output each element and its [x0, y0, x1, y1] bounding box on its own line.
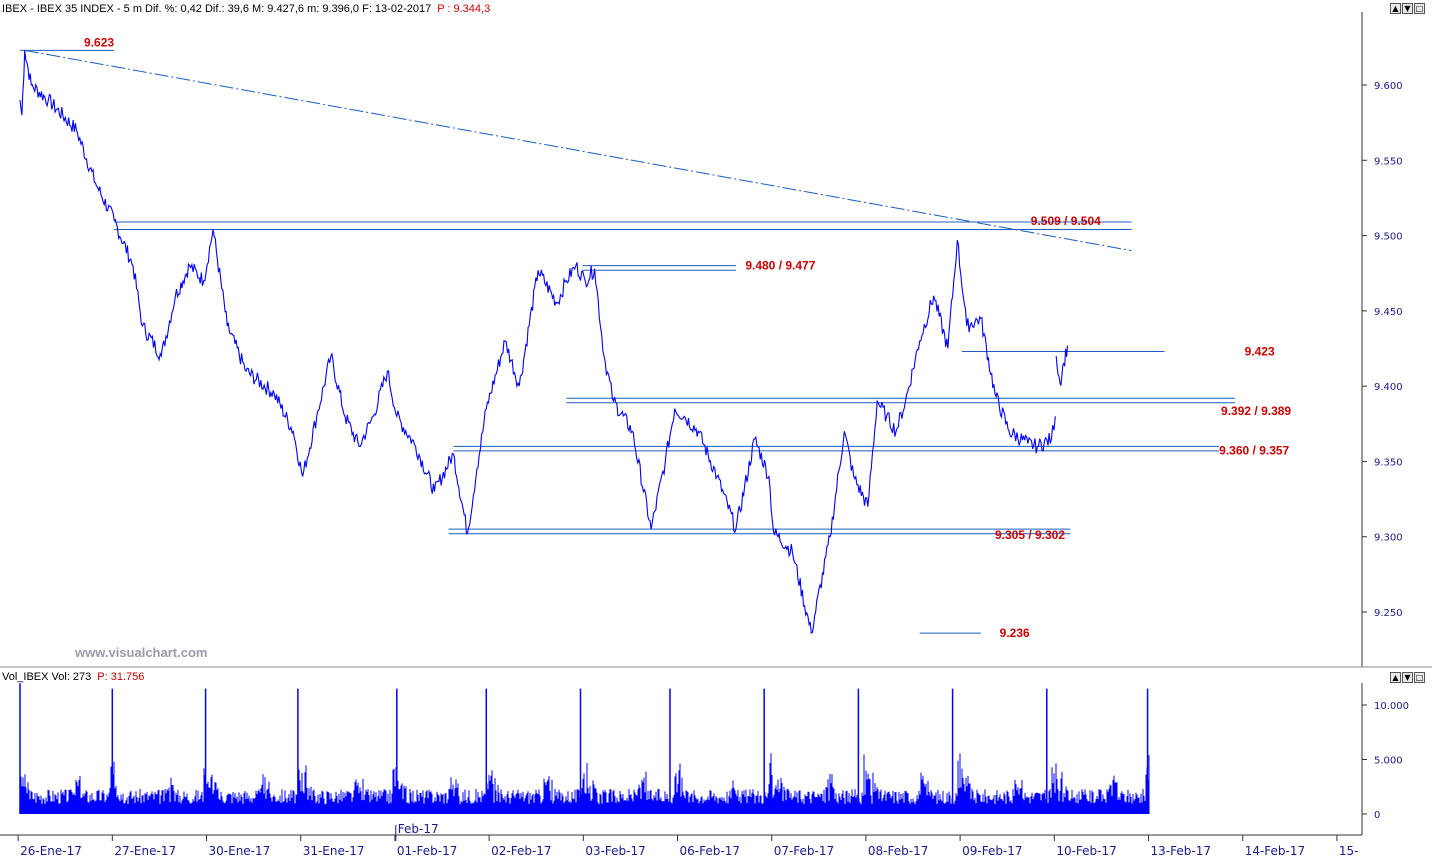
level-label: 9.509 / 9.504	[1031, 214, 1101, 228]
month-marker-label: Feb-17	[398, 822, 439, 836]
volume-tick-label: 5.000	[1374, 756, 1403, 767]
x-tick-label: 15-	[1339, 844, 1359, 857]
trendline	[24, 49, 1132, 252]
price-line	[19, 50, 1056, 635]
volume-y-ticks: 10.000 5.000 0	[1362, 701, 1409, 821]
x-tick-label: 06-Feb-17	[680, 844, 740, 857]
vol-scroll-up-button[interactable]: ▲	[1390, 672, 1401, 683]
scroll-up-button[interactable]: ▲	[1390, 3, 1401, 14]
price-tick-label: 9.550	[1374, 156, 1403, 167]
price-y-ticks: 9.600 9.550 9.500 9.450 9.400 9.350 9.300 9.250	[1362, 81, 1403, 619]
price-tick-label: 9.600	[1374, 81, 1403, 92]
level-label: 9.623	[84, 35, 114, 49]
level-label: 9.360 / 9.357	[1219, 443, 1289, 457]
price-tick-label: 9.250	[1374, 608, 1403, 619]
level-label: 9.480 / 9.477	[745, 259, 815, 273]
x-tick-label: 02-Feb-17	[491, 844, 551, 857]
x-tick-label: 08-Feb-17	[868, 844, 928, 857]
price-tick-label: 9.350	[1374, 457, 1403, 468]
x-tick-label: 07-Feb-17	[774, 844, 834, 857]
price-header: IBEX - IBEX 35 INDEX - 5 m Dif. %: 0,42 …	[2, 3, 490, 15]
level-label: 9.305 / 9.302	[995, 528, 1065, 542]
x-tick-label: 30-Ene-17	[209, 844, 271, 857]
vol-scroll-down-button[interactable]: ▼	[1402, 672, 1413, 683]
level-label: 9.423	[1245, 345, 1275, 359]
x-tick-label: 26-Ene-17	[20, 844, 82, 857]
price-tick-label: 9.500	[1374, 232, 1403, 243]
volume-tick-label: 0	[1374, 810, 1380, 821]
x-tick-label: 01-Feb-17	[397, 844, 457, 857]
vol-maximize-button[interactable]: □	[1414, 672, 1425, 683]
x-tick-label: 14-Feb-17	[1245, 844, 1305, 857]
volume-tick-label: 10.000	[1374, 701, 1409, 712]
price-tick-label: 9.450	[1374, 307, 1403, 318]
volume-series	[19, 683, 1150, 814]
x-tick-label: 31-Ene-17	[303, 844, 365, 857]
price-tick-label: 9.300	[1374, 533, 1403, 544]
x-tick-label: 09-Feb-17	[962, 844, 1022, 857]
level-lines: 9.623 9.509 / 9.504 9.480 / 9.477 9.423 9.39…	[20, 35, 1291, 640]
x-axis-ticks: 26-Ene-17 27-Ene-17 30-Ene-17 31-Ene-17 01-F…	[17, 822, 1359, 857]
x-tick-label: 27-Ene-17	[114, 844, 176, 857]
x-tick-label: 13-Feb-17	[1151, 844, 1211, 857]
price-tick-label: 9.400	[1374, 382, 1403, 393]
price-line-segment-2	[1055, 345, 1069, 386]
scroll-down-button[interactable]: ▼	[1402, 3, 1413, 14]
volume-header: Vol_IBEX Vol: 273 P: 31.756	[2, 671, 144, 683]
maximize-button[interactable]: □	[1414, 3, 1425, 14]
level-label: 9.236	[1000, 626, 1030, 640]
x-tick-label: 03-Feb-17	[585, 844, 645, 857]
price-series	[19, 50, 1069, 635]
level-label: 9.392 / 9.389	[1221, 404, 1291, 418]
x-tick-label: 10-Feb-17	[1056, 844, 1116, 857]
watermark: www.visualchart.com	[74, 645, 207, 660]
